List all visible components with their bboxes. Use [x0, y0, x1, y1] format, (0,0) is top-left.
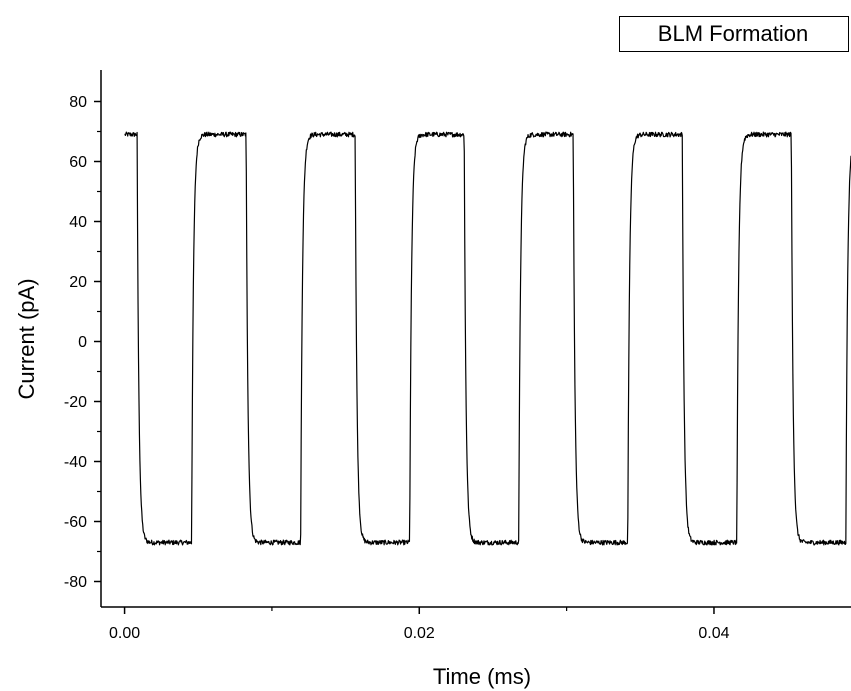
series-line-0	[124, 131, 851, 546]
y-axis-title: Current (pA)	[14, 278, 39, 399]
series-layer	[124, 131, 851, 546]
y-tick-label: 40	[69, 214, 87, 231]
y-ticks: -80 -60 -40 -20 0 20 40 60 80	[64, 94, 101, 591]
y-tick-label: 80	[69, 94, 87, 111]
x-tick-label: 0.04	[698, 625, 729, 642]
y-tick-label: 20	[69, 274, 87, 291]
legend: BLM Formation	[619, 16, 849, 52]
x-tick-label: 0.00	[109, 625, 140, 642]
y-tick-label: -60	[64, 514, 87, 531]
y-tick-label: -80	[64, 574, 87, 591]
x-axis-title: Time (ms)	[433, 664, 531, 689]
plot-area: -80 -60 -40 -20 0 20 40 60 80 0.00 0.02 0.04	[64, 70, 851, 642]
legend-box	[619, 16, 849, 52]
legend-entry-label: BLM Formation	[658, 21, 808, 46]
y-tick-label: 0	[78, 334, 87, 351]
y-tick-label: -40	[64, 454, 87, 471]
y-tick-label: -20	[64, 394, 87, 411]
y-tick-label: 60	[69, 154, 87, 171]
x-ticks: 0.00 0.02 0.04	[109, 607, 730, 642]
x-tick-label: 0.02	[404, 625, 435, 642]
